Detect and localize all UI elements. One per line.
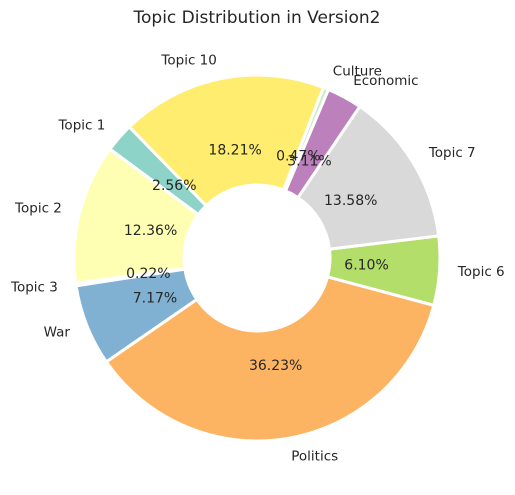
pct-label-economic: 3.11% [287,154,331,170]
slice-topic-7 [296,105,441,251]
slice-label-war: War [44,324,71,340]
pct-label-politics: 36.23% [249,358,302,374]
pct-label-topic-6: 6.10% [344,258,388,274]
pct-label-topic-7: 13.58% [324,193,377,209]
pct-label-war: 7.17% [133,291,177,307]
slice-label-topic-10: Topic 10 [160,53,216,69]
slice-topic-2 [72,147,200,285]
slice-label-topic-2: Topic 2 [14,200,62,216]
slice-label-topic-1: Topic 1 [57,118,105,134]
pct-label-topic-10: 18.21% [208,142,261,158]
pct-label-topic-2: 12.36% [124,223,177,239]
slice-label-topic-6: Topic 6 [457,264,505,280]
donut-slices [72,73,442,443]
slice-label-politics: Politics [291,448,338,464]
pct-label-topic-3: 0.22% [126,266,170,282]
slice-topic-10 [127,73,325,208]
slice-label-culture: Culture [333,64,382,80]
slice-label-economic: Economic [353,73,418,89]
pct-label-culture: 0.47% [276,148,320,164]
slice-label-topic-3: Topic 3 [10,279,58,295]
slice-politics [104,275,436,443]
slice-label-topic-7: Topic 7 [428,145,476,161]
pct-label-topic-1: 2.56% [152,178,196,194]
chart-title: Topic Distribution in Version2 [133,8,381,28]
slice-labels: Topic 6 6.10% Topic 7 13.58% Economic 3.11% Cu… [10,53,505,465]
